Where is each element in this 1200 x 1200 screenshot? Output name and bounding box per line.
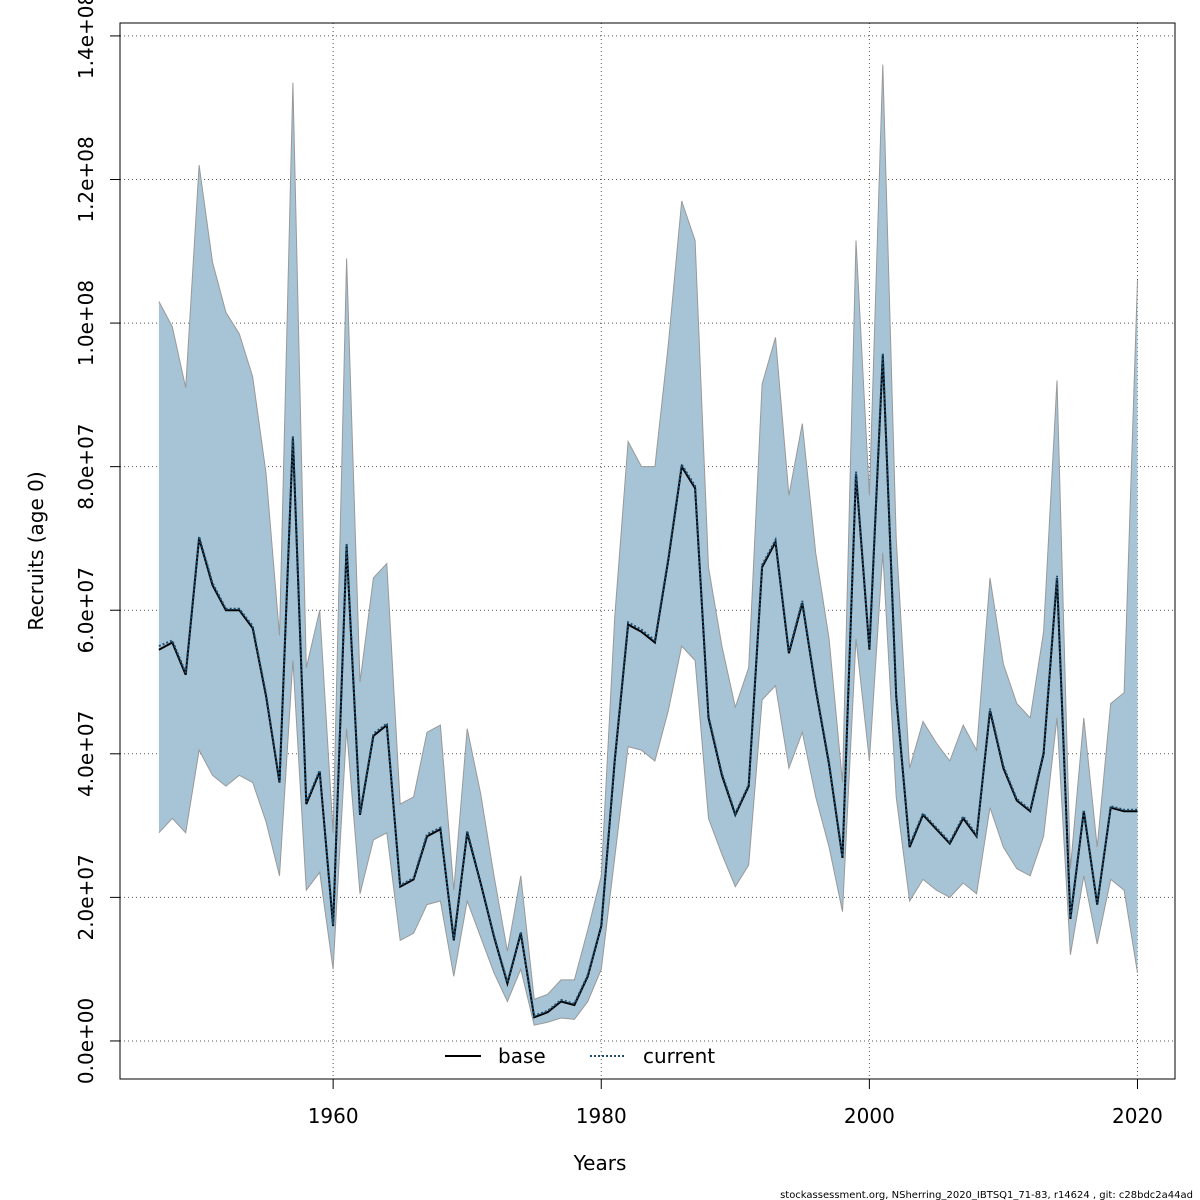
series-line: [158, 355, 1138, 1019]
plot-frame: [119, 22, 1176, 1080]
footer: stockassessment.org, NSherring_2020_IBTS…: [780, 1190, 1193, 1200]
y-tick-label: 4.0e+07: [74, 711, 98, 797]
x-axis-label: Years: [573, 1151, 627, 1175]
band-lower-edge: [158, 552, 1138, 1026]
band-upper-edge: [158, 64, 1138, 1000]
x-tick-label: 1980: [576, 1104, 627, 1128]
y-axis-label: Recruits (age 0): [24, 471, 48, 630]
legend-label: base: [498, 1044, 546, 1068]
y-tick-label: 6.0e+07: [74, 567, 98, 653]
y-tick-label: 8.0e+07: [74, 423, 98, 509]
x-tick-label: 1960: [308, 1104, 359, 1128]
y-tick-label: 2.0e+07: [74, 854, 98, 940]
y-tick-label: 1.2e+08: [74, 136, 98, 222]
series-line: [158, 353, 1138, 1018]
y-tick-label: 1.0e+08: [74, 280, 98, 366]
x-tick-label: 2020: [1112, 1104, 1163, 1128]
y-tick-label: 1.4e+08: [74, 0, 98, 79]
x-tick-label: 2000: [844, 1104, 895, 1128]
y-tick-label: 0.0e+00: [74, 998, 98, 1084]
confidence-band: [158, 64, 1138, 1026]
legend-label: current: [643, 1044, 715, 1068]
